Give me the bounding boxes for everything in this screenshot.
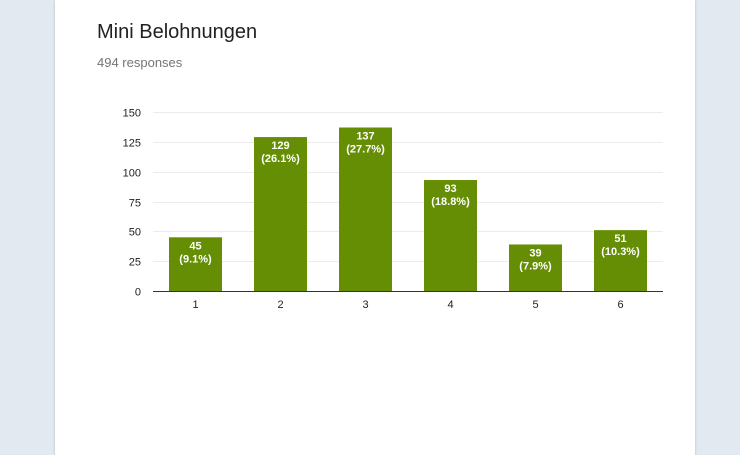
x-tick-label: 1 xyxy=(192,299,198,311)
bar-chart: 45(9.1%)129(26.1%)137(27.7%)93(18.8%)39(… xyxy=(123,108,663,311)
bar[interactable] xyxy=(509,244,562,291)
bar-value-label: 137 xyxy=(356,131,374,143)
x-tick-label: 3 xyxy=(362,299,368,311)
y-tick-label: 25 xyxy=(129,257,141,269)
bar[interactable] xyxy=(594,230,647,291)
bar[interactable] xyxy=(339,127,392,291)
y-tick-label: 150 xyxy=(123,108,141,120)
bar-percent-label: (26.1%) xyxy=(261,153,300,165)
bar-value-label: 129 xyxy=(271,140,289,152)
x-tick-label: 4 xyxy=(447,299,453,311)
y-tick-label: 75 xyxy=(129,198,141,210)
bar[interactable] xyxy=(254,137,307,291)
bar[interactable] xyxy=(169,237,222,291)
x-tick-label: 2 xyxy=(277,299,283,311)
bar-value-label: 51 xyxy=(614,233,626,245)
bar-percent-label: (18.8%) xyxy=(431,196,470,208)
question-title: Mini Belohnungen xyxy=(97,21,258,43)
grid-lines xyxy=(153,112,663,262)
x-tick-label: 6 xyxy=(617,299,623,311)
bar[interactable] xyxy=(424,180,477,291)
bar-percent-label: (27.7%) xyxy=(346,144,385,156)
bar-value-label: 39 xyxy=(529,247,541,259)
y-tick-label: 125 xyxy=(123,138,141,150)
question-card: Mini Belohnungen 494 responses 45 (9.1%) 1… xyxy=(55,0,695,455)
y-tick-label: 50 xyxy=(129,227,141,239)
bar-percent-label: (9.1%) xyxy=(179,253,212,265)
bar-percent-label: (10.3%) xyxy=(601,246,640,258)
y-tick-label: 100 xyxy=(123,168,141,180)
response-count: 494 responses xyxy=(97,55,183,70)
y-tick-label: 0 xyxy=(135,287,141,299)
bars: 45(9.1%)129(26.1%)137(27.7%)93(18.8%)39(… xyxy=(169,127,647,291)
bar-percent-label: (7.9%) xyxy=(519,260,552,272)
x-tick-label: 5 xyxy=(532,299,538,311)
bar-value-label: 93 xyxy=(444,183,456,195)
bar-value-label: 45 xyxy=(189,240,201,252)
